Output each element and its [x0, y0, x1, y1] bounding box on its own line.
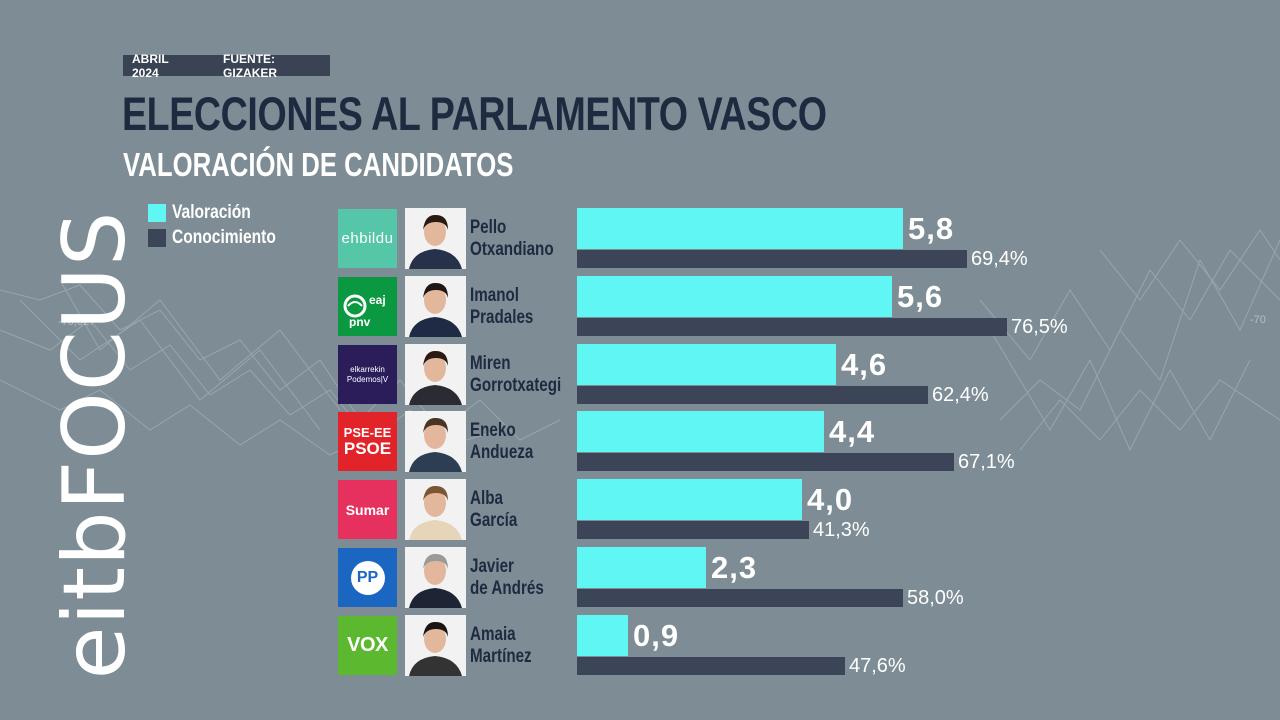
bar-valoracion-2: [577, 344, 836, 385]
candidate-photo-5: [405, 547, 466, 608]
candidate-last-name: Andueza: [470, 442, 534, 463]
label-valoracion-1: 5,6: [897, 279, 944, 314]
label-conocimiento-6: 47,6%: [849, 655, 906, 677]
party-logo-6: VOX: [338, 616, 397, 675]
bar-conocimiento-5: [577, 589, 903, 607]
candidate-name-3: Eneko Andueza: [470, 420, 533, 464]
source-label: FUENTE: GIZAKER: [223, 51, 278, 80]
label-valoracion-6: 0,9: [633, 618, 680, 653]
candidate-name-0: Pello Otxandiano: [470, 217, 554, 261]
candidate-photo-6: [405, 615, 466, 676]
candidate-photo-0: [405, 208, 466, 269]
bar-valoracion-0: [577, 208, 903, 249]
candidate-name-6: Amaia Martínez: [470, 624, 532, 668]
candidate-last-name: Pradales: [470, 307, 534, 328]
party-logo-0: ehbildu: [338, 209, 397, 268]
bar-valoracion-1: [577, 276, 892, 317]
candidate-first-name: Javier: [470, 556, 514, 577]
candidate-photo-4: [405, 479, 466, 540]
svg-text:eaj: eaj: [369, 293, 386, 307]
party-logo-2: elkarrekin Podemos|V: [338, 345, 397, 404]
bar-conocimiento-4: [577, 521, 809, 539]
label-conocimiento-3: 67,1%: [958, 451, 1015, 473]
candidate-first-name: Alba: [470, 488, 503, 509]
label-valoracion-3: 4,4: [829, 414, 876, 449]
label-valoracion-4: 4,0: [807, 482, 854, 517]
party-logo-5: PP: [338, 548, 397, 607]
candidate-name-1: Imanol Pradales: [470, 285, 533, 329]
svg-text:-70,027: -70,027: [58, 316, 95, 328]
legend-swatch-conocimiento: [148, 228, 166, 247]
chart-title: ELECCIONES AL PARLAMENTO VASCO: [122, 87, 827, 140]
candidate-first-name: Pello: [470, 217, 507, 238]
candidate-name-4: Alba García: [470, 488, 517, 532]
candidate-photo-1: [405, 276, 466, 337]
party-logo-1: eaj pnv: [338, 277, 397, 336]
label-conocimiento-5: 58,0%: [907, 587, 964, 609]
candidate-name-2: Miren Gorrotxategi: [470, 353, 561, 397]
date-label: ABRIL 2024: [132, 51, 169, 80]
legend-label-conocimiento: Conocimiento: [172, 226, 276, 248]
bar-conocimiento-2: [577, 386, 928, 404]
legend-swatch-valoracion: [148, 203, 166, 222]
candidate-last-name: Otxandiano: [470, 239, 554, 260]
chart-legend: Valoración Conocimiento: [148, 200, 299, 250]
legend-item-valoracion: Valoración: [148, 200, 299, 225]
bar-valoracion-5: [577, 547, 706, 588]
svg-text:-70: -70: [1250, 314, 1266, 326]
candidate-first-name: Imanol: [470, 285, 519, 306]
eitbfocus-logo: eitbFOCUS: [45, 210, 145, 680]
label-conocimiento-4: 41,3%: [813, 519, 870, 541]
bar-valoracion-4: [577, 479, 802, 520]
legend-label-valoracion: Valoración: [172, 201, 251, 223]
candidate-last-name: García: [470, 510, 518, 531]
label-valoracion-2: 4,6: [841, 347, 888, 382]
candidate-name-5: Javier de Andrés: [470, 556, 544, 600]
candidate-first-name: Miren: [470, 353, 511, 374]
svg-text:pnv: pnv: [349, 315, 371, 328]
candidate-photo-3: [405, 411, 466, 472]
bar-conocimiento-0: [577, 250, 967, 268]
legend-item-conocimiento: Conocimiento: [148, 225, 299, 250]
candidate-last-name: Gorrotxategi: [470, 375, 562, 396]
bar-conocimiento-6: [577, 657, 845, 675]
chart-subtitle: VALORACIÓN DE CANDIDATOS: [123, 146, 514, 183]
source-strip: ABRIL 2024 FUENTE: GIZAKER: [123, 52, 330, 80]
label-valoracion-0: 5,8: [908, 211, 955, 246]
label-valoracion-5: 2,3: [711, 550, 758, 585]
bar-valoracion-6: [577, 615, 628, 656]
party-logo-3: PSE-EE PSOE: [338, 412, 397, 471]
candidate-first-name: Eneko: [470, 420, 516, 441]
candidate-last-name: de Andrés: [470, 578, 544, 599]
candidate-last-name: Martínez: [470, 646, 532, 667]
bar-conocimiento-1: [577, 318, 1007, 336]
candidate-first-name: Amaia: [470, 624, 516, 645]
bar-valoracion-3: [577, 411, 824, 452]
label-conocimiento-0: 69,4%: [971, 248, 1028, 270]
candidate-photo-2: [405, 344, 466, 405]
bar-conocimiento-3: [577, 453, 954, 471]
party-logo-4: Sumar: [338, 480, 397, 539]
label-conocimiento-2: 62,4%: [932, 384, 989, 406]
label-conocimiento-1: 76,5%: [1011, 316, 1068, 338]
